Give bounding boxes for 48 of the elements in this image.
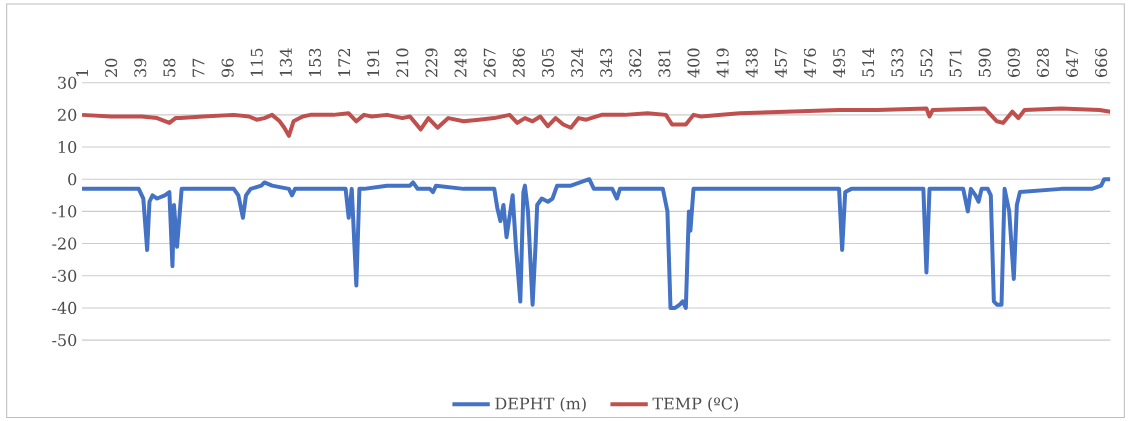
x-tick-label: 153 (308, 48, 322, 76)
x-tick-label: 20 (105, 58, 118, 77)
x-tick-label: 628 (1036, 48, 1049, 77)
x-tick-label: 552 (920, 48, 933, 77)
x-tick-label: 476 (803, 48, 817, 78)
y-tick-label: -30 (52, 269, 77, 282)
x-tick-label: 666 (1095, 48, 1108, 77)
x-tick-label: 267 (483, 48, 496, 77)
legend-label: TEMP (ºC) (652, 396, 739, 412)
x-tick-label: 286 (512, 48, 525, 77)
y-tick-label: 0 (68, 172, 77, 186)
x-tick-label: 514 (862, 48, 875, 77)
y-tick-label: 30 (58, 76, 77, 89)
x-tick-label: 248 (454, 48, 467, 77)
x-tick-label: 647 (1065, 48, 1079, 77)
x-tick-label: 1 (76, 69, 88, 76)
x-tick-label: 571 (949, 49, 962, 77)
x-tick-label: 533 (891, 48, 904, 77)
x-tick-label: 343 (600, 48, 613, 77)
y-tick-label: -10 (52, 205, 77, 218)
y-tick-label: 20 (58, 108, 77, 121)
x-tick-label: 134 (279, 48, 292, 76)
x-tick-label: 609 (1007, 48, 1020, 77)
x-tick-label: 419 (716, 48, 729, 78)
y-tick-label: -20 (52, 237, 77, 250)
line-series (82, 106, 1111, 138)
x-tick-label: 381 (658, 49, 671, 77)
x-tick-label: 39 (134, 58, 147, 77)
x-tick-label: 400 (687, 48, 700, 78)
x-tick-label: 438 (745, 48, 758, 78)
x-tick-label: 58 (163, 58, 176, 77)
y-tick-label: -40 (52, 301, 77, 314)
x-tick-label: 77 (192, 58, 205, 77)
x-tick-label: 324 (570, 48, 584, 77)
x-tick-label: 210 (396, 48, 409, 77)
x-tick-label: 305 (541, 48, 554, 77)
x-tick-label: 495 (833, 48, 846, 78)
x-tick-label: 172 (338, 48, 351, 76)
x-tick-label: 362 (629, 48, 642, 77)
legend-label: DEPHT (m) (495, 396, 586, 412)
x-tick-label: 229 (425, 48, 438, 77)
x-tick-label: 96 (221, 58, 234, 77)
x-tick-label: 590 (978, 48, 991, 77)
x-tick-label: 191 (367, 49, 380, 76)
x-tick-label: 457 (774, 48, 787, 78)
x-tick-label: 115 (250, 48, 263, 76)
y-tick-label: 10 (58, 140, 77, 153)
y-tick-label: -50 (52, 333, 77, 346)
